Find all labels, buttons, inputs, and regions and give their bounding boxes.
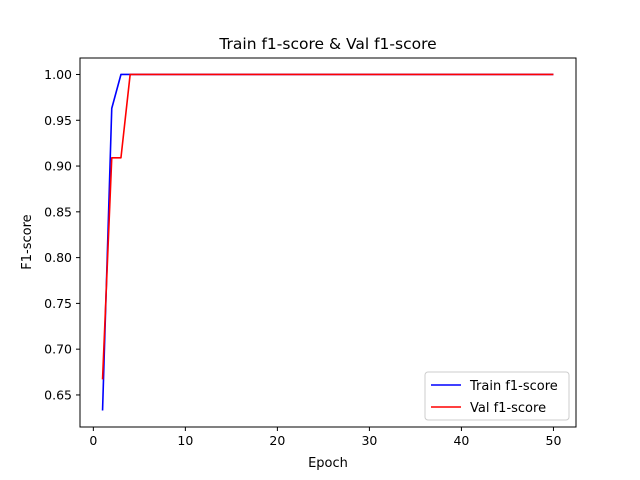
y-tick-label: 0.85 bbox=[44, 204, 72, 219]
y-tick-label: 0.95 bbox=[44, 113, 72, 128]
legend: Train f1-score Val f1-score bbox=[424, 371, 570, 421]
plot-frame bbox=[79, 57, 577, 428]
y-tick-label: 0.90 bbox=[44, 159, 72, 174]
x-axis-label: Epoch bbox=[308, 456, 348, 471]
x-tick-label: 20 bbox=[269, 433, 285, 448]
legend-box bbox=[424, 371, 570, 421]
y-axis-label: F1-score bbox=[20, 214, 35, 269]
series-line-val bbox=[101, 73, 554, 380]
x-tick-label: 50 bbox=[546, 433, 562, 448]
y-tick-label: 0.70 bbox=[44, 342, 72, 357]
y-tick-label: 1.00 bbox=[44, 67, 72, 82]
y-axis-ticks: 0.65 0.70 0.75 0.80 0.85 0.90 0.95 1.00 bbox=[44, 67, 80, 402]
legend-label-val: Val f1-score bbox=[470, 401, 546, 416]
y-tick-label: 0.80 bbox=[44, 250, 72, 265]
x-tick-label: 40 bbox=[453, 433, 469, 448]
y-tick-label: 0.75 bbox=[44, 296, 72, 311]
y-tick-label: 0.65 bbox=[44, 387, 72, 402]
chart-title: Train f1-score & Val f1-score bbox=[218, 35, 436, 53]
x-tick-label: 30 bbox=[361, 433, 377, 448]
x-tick-label: 0 bbox=[89, 433, 97, 448]
x-tick-label: 10 bbox=[177, 433, 193, 448]
legend-label-train: Train f1-score bbox=[469, 379, 558, 394]
x-axis-ticks: 0 10 20 30 40 50 bbox=[89, 427, 561, 448]
plot-area bbox=[101, 73, 554, 411]
